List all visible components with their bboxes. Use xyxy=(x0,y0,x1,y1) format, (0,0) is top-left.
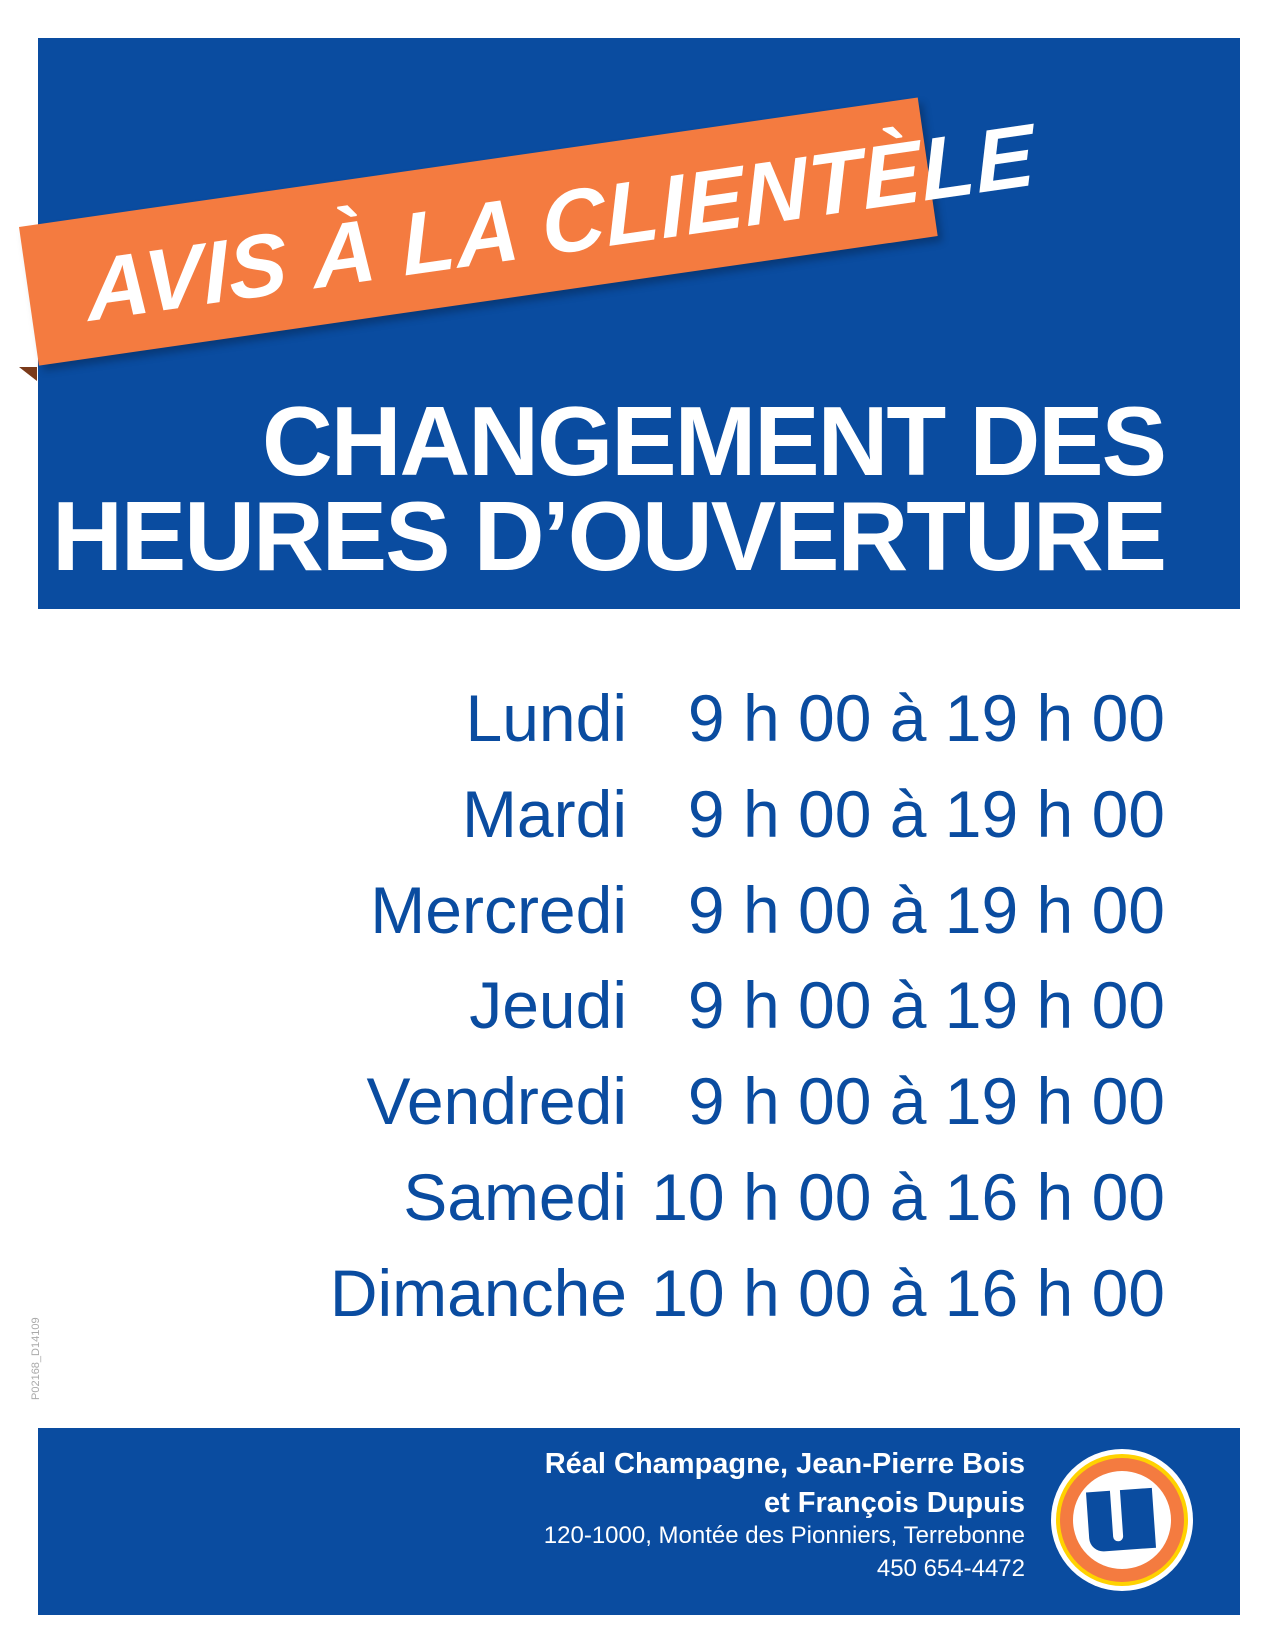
owners-line-1: Réal Champagne, Jean-Pierre Bois xyxy=(544,1448,1025,1480)
day: Lundi xyxy=(465,681,628,755)
owners-line-2: et François Dupuis xyxy=(763,1487,1025,1519)
hours: 9 h 00 à 19 h 00 xyxy=(687,681,1165,755)
hours: 9 h 00 à 19 h 00 xyxy=(687,873,1165,947)
day: Mercredi xyxy=(370,873,627,947)
footer-panel xyxy=(38,1428,1240,1615)
banner-ribbon: AVIS À LA CLIENTÈLE xyxy=(19,97,1038,387)
title-line-1: CHANGEMENT DES xyxy=(261,386,1167,496)
hours: 9 h 00 à 19 h 00 xyxy=(687,968,1165,1042)
schedule-row: Mercredi 9 h 00 à 19 h 00 xyxy=(0,872,1275,968)
schedule-row: Mardi 9 h 00 à 19 h 00 xyxy=(0,776,1275,872)
phone: 450 654-4472 xyxy=(876,1555,1025,1582)
title-line-2: HEURES D’OUVERTURE xyxy=(52,481,1167,591)
uniprix-logo-icon xyxy=(1051,1449,1193,1591)
schedule-row: Samedi 10 h 00 à 16 h 00 xyxy=(0,1159,1275,1255)
day: Mardi xyxy=(461,777,627,851)
hours: 9 h 00 à 19 h 00 xyxy=(687,777,1165,851)
hours: 10 h 00 à 16 h 00 xyxy=(651,1160,1165,1234)
schedule-row: Jeudi 9 h 00 à 19 h 00 xyxy=(0,967,1275,1063)
day: Jeudi xyxy=(469,968,627,1042)
schedule-row: Lundi 9 h 00 à 19 h 00 xyxy=(0,680,1275,776)
address: 120-1000, Montée des Pionniers, Terrebon… xyxy=(543,1522,1025,1549)
day: Samedi xyxy=(403,1160,627,1234)
ribbon-fold xyxy=(19,367,37,381)
document-code: P02168_D14109 xyxy=(30,1317,42,1400)
banner-text: AVIS À LA CLIENTÈLE xyxy=(83,104,1039,340)
day: Dimanche xyxy=(329,1256,627,1330)
day: Vendredi xyxy=(366,1064,627,1138)
hours: 10 h 00 à 16 h 00 xyxy=(651,1256,1165,1330)
hours: 9 h 00 à 19 h 00 xyxy=(687,1064,1165,1138)
schedule-row: Dimanche 10 h 00 à 16 h 00 xyxy=(0,1255,1275,1351)
schedule-row: Vendredi 9 h 00 à 19 h 00 xyxy=(0,1063,1275,1159)
